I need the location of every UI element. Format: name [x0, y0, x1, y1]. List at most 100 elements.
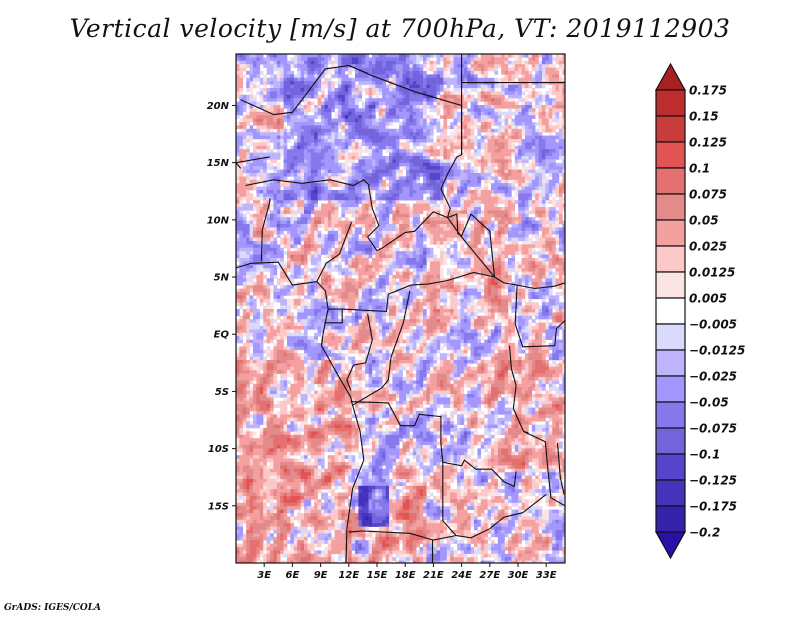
- field-cell: [331, 237, 335, 242]
- field-cell: [344, 217, 349, 221]
- field-cell: [307, 176, 312, 181]
- field-cell: [423, 108, 427, 113]
- field-cell: [327, 169, 332, 174]
- field-cell: [457, 91, 461, 96]
- field-cell: [351, 84, 356, 89]
- field-cell: [249, 118, 254, 123]
- field-cell: [508, 207, 512, 211]
- field-cell: [433, 74, 437, 79]
- field-cell: [463, 74, 468, 79]
- field-cell: [253, 115, 257, 119]
- field-cell: [538, 176, 543, 181]
- field-cell: [562, 71, 565, 75]
- field-cell: [542, 217, 546, 221]
- field-cell: [385, 105, 390, 109]
- field-cell: [416, 135, 420, 140]
- field-cell: [463, 207, 468, 211]
- field-cell: [453, 179, 458, 184]
- field-cell: [463, 67, 468, 72]
- field-cell: [484, 60, 488, 65]
- field-cell: [491, 166, 495, 170]
- field-cell: [273, 142, 278, 147]
- field-cell: [287, 196, 291, 201]
- field-cell: [528, 142, 533, 147]
- field-cell: [525, 122, 529, 126]
- field-cell: [501, 190, 505, 194]
- field-cell: [341, 213, 346, 218]
- field-cell: [283, 98, 288, 102]
- field-cell: [535, 145, 539, 150]
- field-cell: [535, 135, 539, 140]
- field-cell: [304, 237, 308, 242]
- field-cell: [531, 77, 536, 82]
- field-cell: [395, 156, 400, 160]
- field-cell: [552, 173, 556, 177]
- field-cell: [423, 142, 427, 147]
- field-cell: [355, 196, 359, 201]
- field-cell: [358, 166, 363, 170]
- field-cell: [406, 193, 410, 198]
- field-cell: [429, 237, 434, 242]
- field-cell: [287, 118, 291, 123]
- field-cell: [497, 118, 502, 123]
- field-cell: [361, 132, 366, 136]
- field-cell: [412, 60, 417, 65]
- field-cell: [494, 115, 499, 119]
- field-cell: [351, 224, 356, 228]
- field-cell: [314, 234, 318, 238]
- field-cell: [321, 234, 325, 238]
- field-cell: [409, 122, 414, 126]
- field-cell: [270, 162, 274, 167]
- field-cell: [443, 152, 448, 157]
- field-cell: [542, 227, 546, 232]
- field-cell: [368, 88, 373, 92]
- field-cell: [348, 173, 352, 177]
- field-cell: [249, 203, 254, 208]
- field-cell: [307, 230, 312, 235]
- field-cell: [484, 176, 488, 181]
- field-cell: [402, 193, 407, 198]
- field-cell: [412, 84, 417, 89]
- field-cell: [525, 173, 529, 177]
- field-cell: [491, 156, 495, 160]
- field-cell: [470, 98, 475, 102]
- field-cell: [297, 118, 301, 123]
- field-cell: [552, 77, 556, 82]
- field-cell: [501, 234, 505, 238]
- field-cell: [368, 67, 373, 72]
- field-cell: [555, 54, 560, 58]
- field-cell: [477, 176, 482, 181]
- field-cell: [480, 94, 485, 99]
- field-cell: [440, 84, 444, 89]
- field-cell: [521, 220, 526, 225]
- field-cell: [297, 196, 301, 201]
- field-cell: [344, 159, 349, 164]
- field-cell: [317, 84, 322, 89]
- field-cell: [528, 179, 533, 184]
- field-cell: [402, 224, 407, 228]
- field-cell: [270, 220, 274, 225]
- field-cell: [559, 125, 563, 130]
- field-cell: [450, 220, 454, 225]
- field-cell: [433, 71, 437, 75]
- field-cell: [406, 169, 410, 174]
- field-cell: [334, 57, 339, 62]
- field-cell: [276, 220, 281, 225]
- field-cell: [395, 81, 400, 85]
- field-cell: [528, 210, 533, 215]
- field-cell: [351, 200, 356, 204]
- field-cell: [531, 111, 536, 116]
- field-cell: [412, 145, 417, 150]
- field-cell: [433, 98, 437, 102]
- field-cell: [457, 200, 461, 204]
- field-cell: [406, 203, 410, 208]
- field-cell: [470, 74, 475, 79]
- field-cell: [378, 190, 383, 194]
- field-cell: [273, 101, 278, 106]
- field-cell: [256, 203, 261, 208]
- field-cell: [474, 193, 478, 198]
- field-cell: [402, 241, 407, 245]
- field-cell: [463, 227, 468, 232]
- field-cell: [548, 159, 553, 164]
- field-cell: [559, 74, 563, 79]
